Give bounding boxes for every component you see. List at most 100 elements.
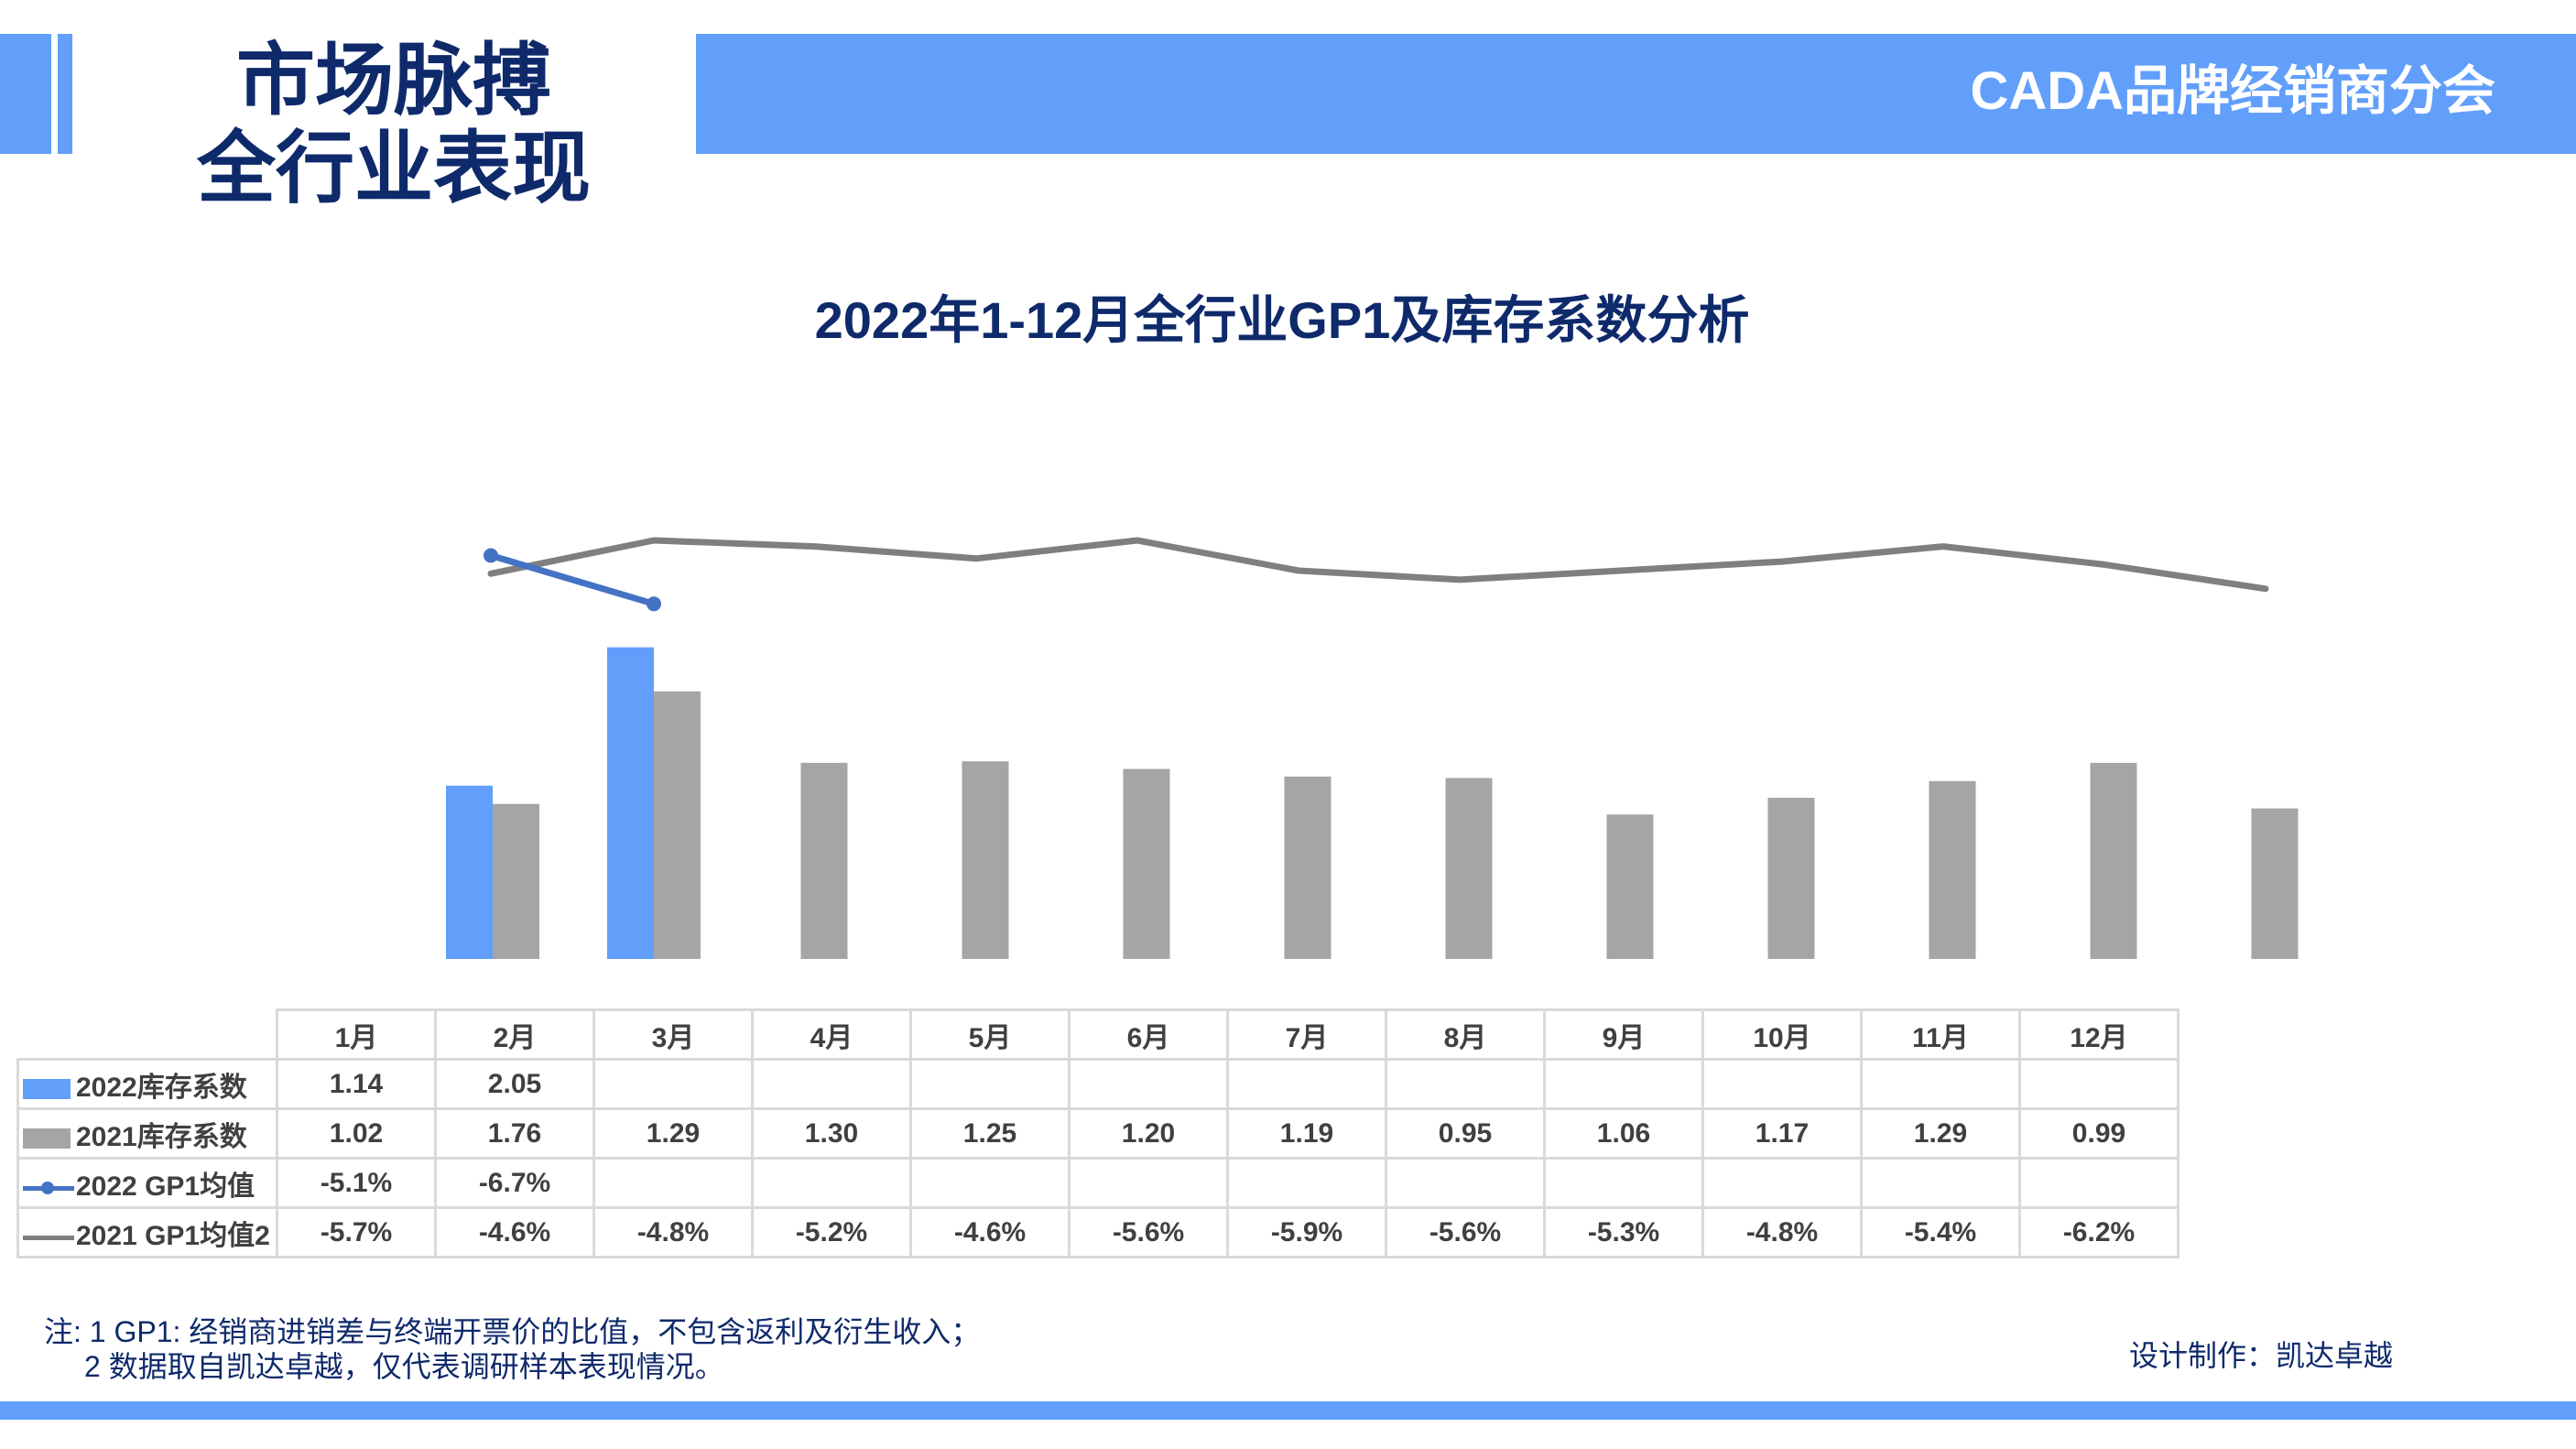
table-header-cell: 8月	[1385, 1008, 1546, 1061]
row-label: 2021库存系数	[76, 1121, 247, 1152]
section-title-line2: 全行业表现	[197, 125, 591, 212]
header-band	[696, 34, 2576, 154]
table-cell	[751, 1157, 912, 1209]
table-cell	[1068, 1058, 1229, 1110]
bar-2021	[2251, 808, 2299, 959]
table-row: 2022 GP1均值 -5.1% -6.7%	[16, 1157, 2179, 1209]
table-header-cell: 12月	[2018, 1008, 2179, 1061]
table-cell: 1.17	[1701, 1107, 1863, 1160]
design-credit: 设计制作：凯达卓越	[2129, 1339, 2394, 1372]
bar-2021	[493, 803, 539, 959]
bar-2021	[1767, 798, 1815, 959]
legend-swatch-2021-inventory	[23, 1128, 71, 1149]
org-name: CADA品牌经销商分会	[1970, 61, 2495, 121]
table-cell	[1860, 1058, 2021, 1110]
section-title-line1: 市场脉搏	[236, 37, 551, 125]
table-header-cell: 3月	[592, 1008, 754, 1061]
footnote: 注: 1 GP1: 经销商进销差与终端开票价的比值，不包含返利及衍生收入； 2 …	[44, 1314, 980, 1384]
table-cell: 1.76	[434, 1107, 595, 1160]
table-cell	[2018, 1058, 2179, 1110]
table-cell: -5.3%	[1543, 1206, 1704, 1258]
table-cell	[1226, 1157, 1387, 1209]
table-cell	[909, 1058, 1071, 1110]
table-corner	[18, 1010, 277, 1060]
table-cell: 2.05	[434, 1058, 595, 1110]
section-title: 市场脉搏 全行业表现	[137, 37, 650, 212]
table-cell: -4.6%	[909, 1206, 1071, 1258]
row-label-cell: 2021库存系数	[16, 1107, 278, 1160]
bar-2022	[446, 785, 493, 959]
table-header-cell: 11月	[1860, 1008, 2021, 1061]
bar-2021	[800, 762, 848, 959]
table-cell	[751, 1058, 912, 1110]
combo-chart	[446, 537, 2299, 959]
table-cell: 0.99	[2018, 1107, 2179, 1160]
table-cell	[1385, 1058, 1546, 1110]
table-cell	[909, 1157, 1071, 1209]
table-row: 2021 GP1均值2 -5.7% -4.6% -4.8% -5.2% -4.6% -5.6…	[16, 1206, 2179, 1258]
chart-title: 2022年1-12月全行业GP1及库存系数分析	[814, 291, 1750, 349]
table-header-cell: 2月	[434, 1008, 595, 1061]
table-header-row: 1月 2月 3月 4月 5月 6月 7月 8月 9月 10月 11月 12月	[18, 1008, 2179, 1061]
table-cell	[1226, 1058, 1387, 1110]
line-marker	[647, 596, 661, 612]
bar-2021	[1123, 768, 1170, 959]
line-marker	[484, 548, 498, 563]
table-header-cell: 7月	[1226, 1008, 1387, 1061]
row-label-cell: 2022 GP1均值	[16, 1157, 278, 1209]
table-cell: -5.6%	[1068, 1206, 1229, 1258]
left-accent-bar-thin	[58, 34, 72, 154]
footnote-line1: 注: 1 GP1: 经销商进销差与终端开票价的比值，不包含返利及衍生收入；	[44, 1315, 981, 1348]
table-cell: 1.25	[909, 1107, 1071, 1160]
table-cell	[1701, 1058, 1863, 1110]
table-cell: 1.29	[1860, 1107, 2021, 1160]
table-cell: -5.7%	[276, 1206, 437, 1258]
table-cell: -5.1%	[276, 1157, 437, 1209]
table-header-cell: 1月	[276, 1008, 437, 1061]
bar-2021	[1606, 814, 1654, 959]
bar-2021	[1445, 778, 1493, 959]
table-cell: -4.8%	[592, 1206, 754, 1258]
table-cell	[1543, 1157, 1704, 1209]
table-cell: -5.4%	[1860, 1206, 2021, 1258]
table-cell	[592, 1058, 754, 1110]
table-cell	[1543, 1058, 1704, 1110]
table-header-cell: 6月	[1068, 1008, 1229, 1061]
table-row: 2021库存系数 1.02 1.76 1.29 1.30 1.25 1.20 1.19 0.95…	[16, 1107, 2179, 1160]
line-2021-gp1	[487, 537, 2269, 593]
table-cell: -6.7%	[434, 1157, 595, 1209]
table-cell	[2018, 1157, 2179, 1209]
left-accent-bar	[0, 34, 51, 154]
bar-2021	[654, 691, 701, 959]
row-label: 2021 GP1均值2	[76, 1220, 270, 1251]
table-cell: 0.95	[1385, 1107, 1546, 1160]
line-2022-gp1	[487, 552, 658, 607]
bar-2021	[1284, 776, 1331, 959]
table-cell	[1068, 1157, 1229, 1209]
table-cell: 1.20	[1068, 1107, 1229, 1160]
table-cell	[1860, 1157, 2021, 1209]
table-cell	[1701, 1157, 1863, 1209]
table-cell: 1.29	[592, 1107, 754, 1160]
footer-band	[0, 1401, 2576, 1420]
table-cell: -5.2%	[751, 1206, 912, 1258]
chart-data-table: 1月 2月 3月 4月 5月 6月 7月 8月 9月 10月 11月 12月 2022库存系数 1.14…	[16, 1008, 2179, 1258]
bar-2021	[962, 761, 1009, 959]
row-label: 2022 GP1均值	[76, 1171, 255, 1202]
table-cell: -6.2%	[2018, 1206, 2179, 1258]
legend-line-2021-gp1	[23, 1229, 74, 1246]
footnote-line2: 2 数据取自凯达卓越，仅代表调研样本表现情况。	[84, 1350, 724, 1383]
row-label-cell: 2021 GP1均值2	[16, 1206, 278, 1258]
bar-2022	[607, 647, 654, 959]
bar-2021	[1929, 780, 1976, 959]
table-row: 2022库存系数 1.14 2.05	[16, 1058, 2179, 1110]
table-header-cell: 10月	[1701, 1008, 1863, 1061]
table-cell: -4.8%	[1701, 1206, 1863, 1258]
legend-line-2022-gp1	[23, 1180, 74, 1196]
table-header-cell: 5月	[909, 1008, 1071, 1061]
table-cell: 1.19	[1226, 1107, 1387, 1160]
bar-2021	[2090, 762, 2137, 959]
table-cell: 1.14	[276, 1058, 437, 1110]
legend-swatch-2022-inventory	[23, 1078, 71, 1099]
table-cell: 1.02	[276, 1107, 437, 1160]
